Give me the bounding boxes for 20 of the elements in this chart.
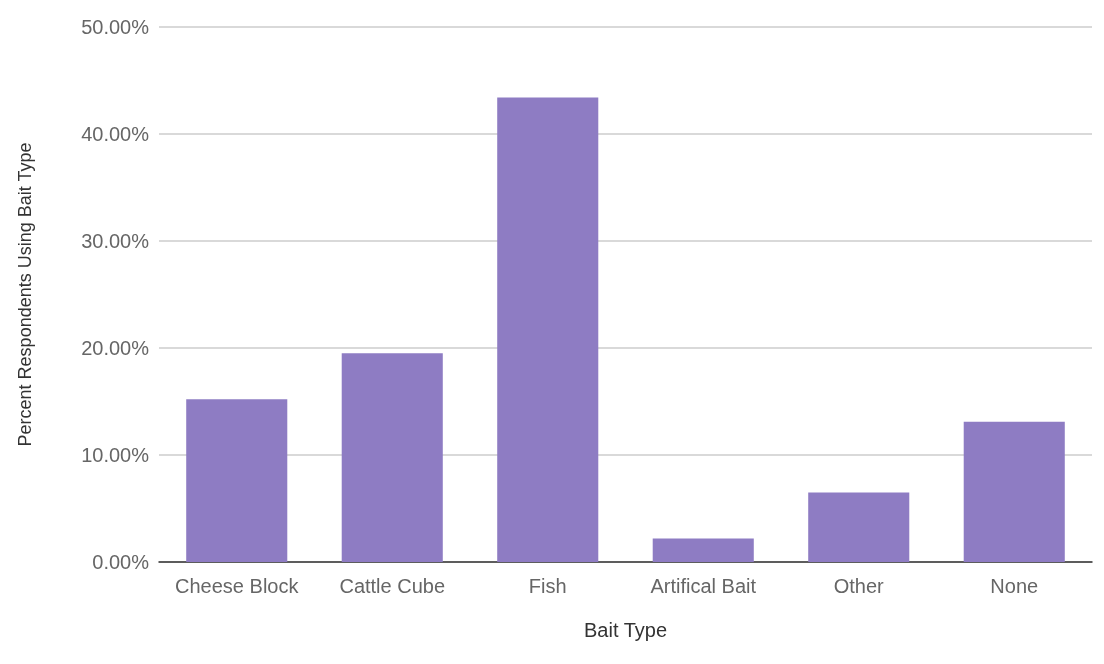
y-tick-label: 50.00% [81,16,150,38]
y-tick-label: 30.00% [81,230,150,252]
y-axis-title: Percent Respondents Using Bait Type [15,142,35,447]
x-tick-label: Cheese Block [175,575,300,597]
bar [497,97,599,562]
x-tick-label: None [990,575,1039,597]
bar [186,399,288,562]
y-tick-label: 20.00% [81,337,150,359]
x-axis-title: Bait Type [583,619,668,641]
x-tick-label: Other [833,575,885,597]
bar [652,538,754,562]
x-tick-label: Fish [528,575,567,597]
y-tick-label: 40.00% [81,123,150,145]
y-tick-label: 0.00% [92,551,150,573]
bar [341,353,443,562]
x-tick-label: Artifical Bait [650,575,757,597]
y-tick-label: 10.00% [81,444,150,466]
bar [963,421,1065,562]
x-tick-label: Cattle Cube [339,575,446,597]
bar [808,492,910,562]
